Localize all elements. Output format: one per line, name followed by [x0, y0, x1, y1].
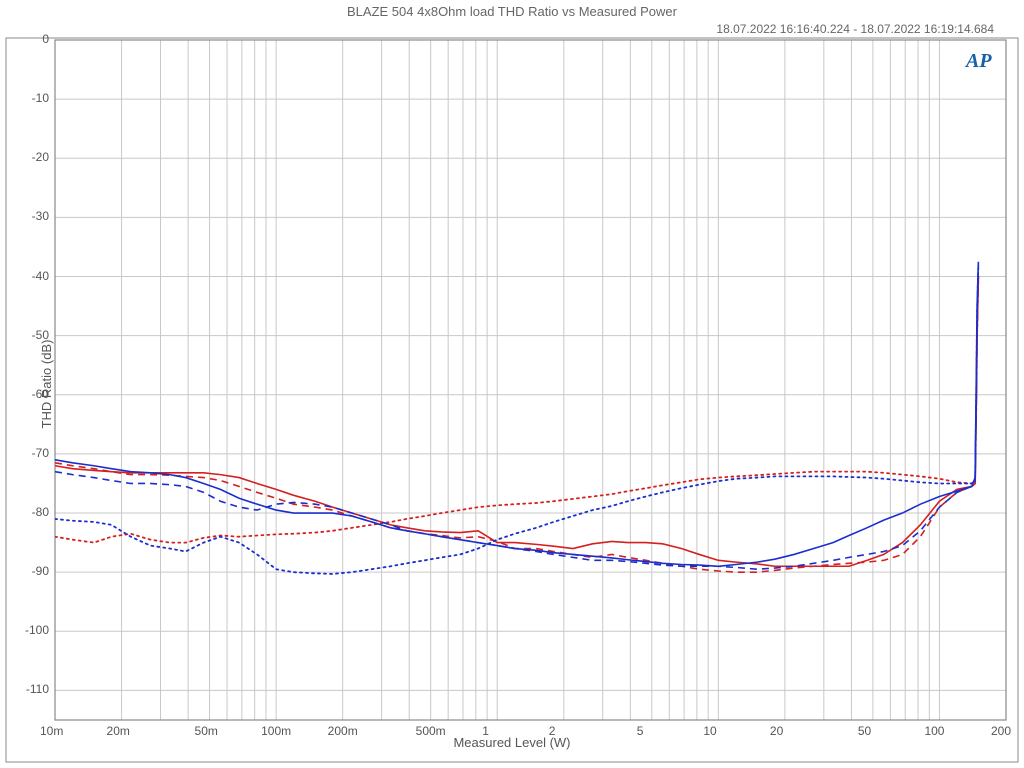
x-tick-label: 5: [637, 724, 677, 738]
chart-container: BLAZE 504 4x8Ohm load THD Ratio vs Measu…: [0, 0, 1024, 768]
x-tick-label: 50m: [195, 724, 235, 738]
x-tick-label: 50: [858, 724, 898, 738]
x-tick-label: 20: [770, 724, 810, 738]
y-tick-label: -10: [32, 91, 49, 105]
plot-svg: [0, 0, 1024, 768]
y-tick-label: -40: [32, 269, 49, 283]
y-tick-label: -30: [32, 209, 49, 223]
y-tick-label: 0: [42, 32, 49, 46]
ap-logo-icon: AP: [966, 50, 992, 73]
x-tick-label: 2: [549, 724, 589, 738]
y-tick-label: -70: [32, 446, 49, 460]
y-tick-label: -50: [32, 328, 49, 342]
x-tick-label: 100: [924, 724, 964, 738]
x-tick-label: 10: [703, 724, 743, 738]
y-tick-label: -110: [26, 682, 49, 696]
x-tick-label: 100m: [261, 724, 301, 738]
y-tick-label: -80: [32, 505, 49, 519]
x-tick-label: 200m: [328, 724, 368, 738]
y-tick-label: -60: [32, 387, 49, 401]
y-tick-label: -100: [25, 623, 49, 637]
y-tick-label: -90: [32, 564, 49, 578]
x-tick-label: 500m: [416, 724, 456, 738]
y-tick-label: -20: [32, 150, 49, 164]
x-tick-label: 10m: [40, 724, 80, 738]
x-tick-label: 200: [991, 724, 1024, 738]
x-tick-label: 20m: [107, 724, 147, 738]
x-tick-label: 1: [482, 724, 522, 738]
